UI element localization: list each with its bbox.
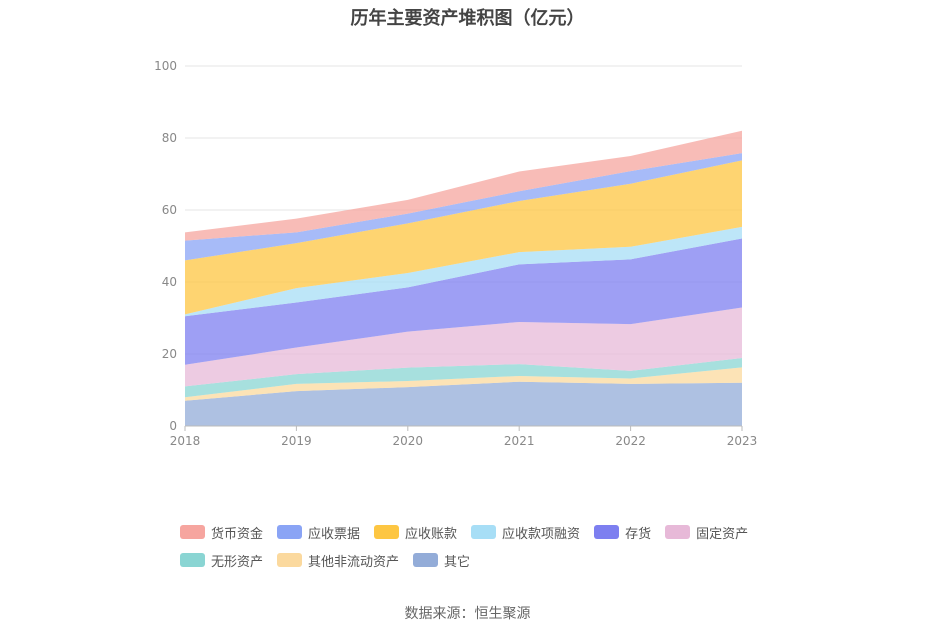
legend-item-other-noncurrent[interactable]: 其他非流动资产 [277,551,399,570]
y-tick-label: 20 [162,347,177,361]
legend-swatch [277,553,303,567]
area-series[interactable] [185,160,742,315]
chart-title: 历年主要资产堆积图（亿元） [350,8,585,29]
legend-item-other[interactable]: 其它 [413,551,470,570]
legend-item-cash[interactable]: 货币资金 [180,523,263,542]
axis-layer: 0 20 40 60 80 100 2018 2019 2020 2021 2022 2023 [154,59,757,448]
legend-label: 应收账款 [405,526,458,542]
x-tick-label: 2018 [170,434,201,448]
legend-item-inventory[interactable]: 存货 [594,523,651,542]
y-tick-label: 40 [162,275,177,289]
legend-label: 无形资产 [211,554,264,570]
y-tick-label: 80 [162,131,177,145]
legend-row-1: 货币资金 应收票据 应收账款 应收款项融资 存货 固定资产 [180,518,780,546]
y-tick-label: 0 [169,419,177,433]
legend-swatch [594,525,620,539]
legend-item-receivables-financing[interactable]: 应收款项融资 [471,523,580,542]
area-series[interactable] [185,381,742,426]
legend-swatch [374,525,400,539]
area-layer [185,130,742,426]
legend-label: 应收款项融资 [502,526,581,542]
legend: 货币资金 应收票据 应收账款 应收款项融资 存货 固定资产 无形资产 [180,518,780,574]
legend-item-notes-receivable[interactable]: 应收票据 [277,523,360,542]
legend-swatch [277,525,303,539]
legend-label: 其它 [444,554,471,570]
area-series[interactable] [185,367,742,401]
legend-swatch [180,525,205,539]
legend-item-fixed-assets[interactable]: 固定资产 [665,523,748,542]
legend-swatch [471,525,497,539]
x-tick-label: 2022 [615,434,646,448]
y-tick-label: 100 [154,59,177,73]
x-tick-label: 2021 [504,434,535,448]
legend-item-accounts-receivable[interactable]: 应收账款 [374,523,457,542]
legend-label: 固定资产 [696,526,749,542]
y-tick-label: 60 [162,203,177,217]
x-tick-label: 2019 [281,434,312,448]
legend-label: 应收票据 [308,526,361,542]
area-series[interactable] [185,226,742,317]
legend-swatch [413,553,439,567]
legend-swatch [665,525,691,539]
legend-row-2: 无形资产 其他非流动资产 其它 [180,546,780,574]
area-series[interactable] [185,130,742,241]
area-series[interactable] [185,153,742,261]
legend-item-intangible-assets[interactable]: 无形资产 [180,551,263,570]
area-series[interactable] [185,357,742,398]
area-series[interactable] [185,238,742,365]
legend-label: 其他非流动资产 [308,554,400,570]
x-tick-label: 2020 [393,434,424,448]
legend-label: 货币资金 [211,526,264,542]
legend-label: 存货 [625,526,652,542]
source-note: 数据来源：恒生聚源 [404,606,531,622]
legend-swatch [180,553,205,567]
x-tick-label: 2023 [727,434,758,448]
area-series[interactable] [185,307,742,387]
